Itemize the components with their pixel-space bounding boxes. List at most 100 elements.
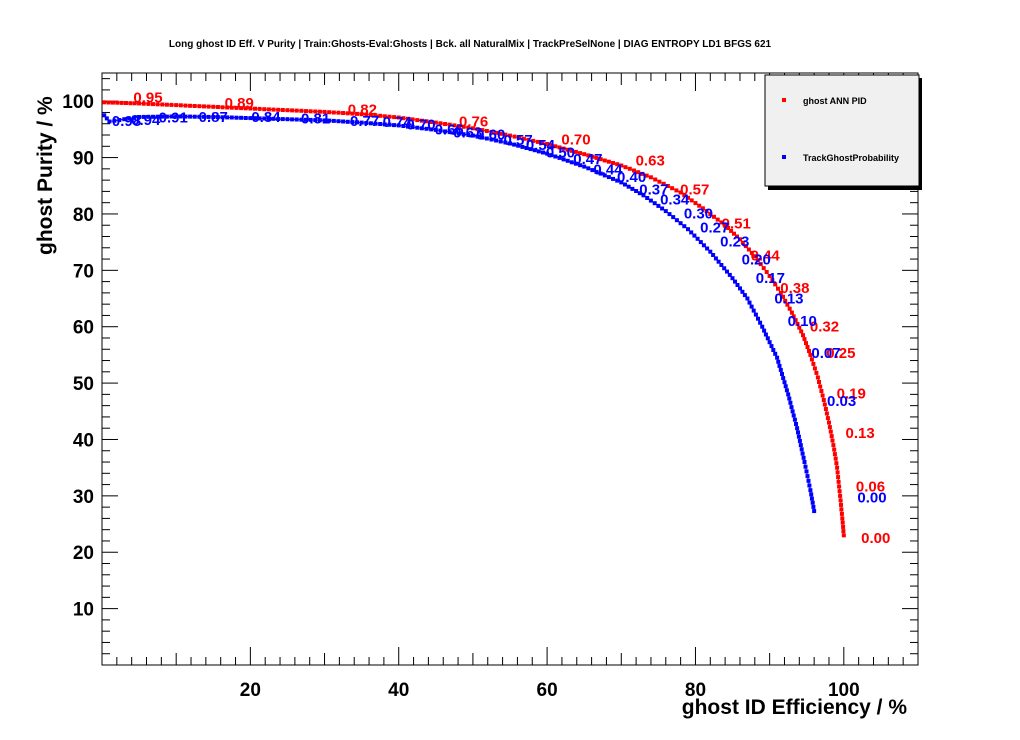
series-marker xyxy=(553,144,558,149)
series-marker xyxy=(763,332,768,337)
series-marker xyxy=(804,341,808,346)
series-marker xyxy=(820,393,825,398)
threshold-label: 0.32 xyxy=(810,319,839,336)
series-marker xyxy=(503,140,508,145)
series-marker xyxy=(285,108,290,113)
series-marker xyxy=(457,131,461,136)
series-marker xyxy=(239,115,244,120)
series-marker xyxy=(799,447,804,452)
series-marker xyxy=(336,110,341,115)
series-marker xyxy=(743,244,748,249)
series-marker xyxy=(266,116,271,121)
threshold-label: 0.34 xyxy=(660,192,690,209)
threshold-label: 0.63 xyxy=(636,152,665,169)
series-marker xyxy=(660,206,665,211)
series-marker xyxy=(132,101,137,106)
series-marker xyxy=(470,133,475,138)
series-marker xyxy=(652,201,657,206)
series-marker xyxy=(756,316,760,321)
series-marker xyxy=(760,324,765,329)
series-marker xyxy=(740,240,745,245)
legend: ghost ANN PID TrackGhostProbability xyxy=(764,74,922,190)
series-marker xyxy=(155,102,160,107)
threshold-label: 0.06 xyxy=(856,479,885,496)
series-marker xyxy=(738,237,742,242)
series-marker xyxy=(545,151,550,156)
series-marker xyxy=(317,118,322,123)
series-marker xyxy=(782,380,787,385)
series-marker xyxy=(248,116,253,121)
series-marker xyxy=(727,272,732,277)
series-marker xyxy=(784,388,789,393)
series-marker xyxy=(137,101,142,106)
threshold-label: 0.37 xyxy=(639,182,668,199)
legend-box xyxy=(764,74,920,187)
series-marker xyxy=(619,180,624,185)
series-marker xyxy=(406,124,410,129)
series-marker xyxy=(489,137,494,142)
series-marker xyxy=(489,129,494,134)
threshold-label: 0.50 xyxy=(546,144,575,161)
series-marker xyxy=(835,465,840,470)
series-marker xyxy=(778,367,783,372)
series-marker xyxy=(382,114,387,119)
series-marker xyxy=(787,396,792,401)
series-marker xyxy=(606,175,611,180)
series-marker xyxy=(164,102,169,107)
series-marker xyxy=(229,115,234,120)
series-marker xyxy=(331,110,336,115)
series-marker xyxy=(447,130,452,135)
series-marker xyxy=(578,163,583,168)
series-marker xyxy=(197,104,202,109)
series-marker xyxy=(294,117,299,122)
series-marker xyxy=(715,217,720,222)
series-marker xyxy=(503,132,508,137)
series-marker xyxy=(373,113,378,118)
series-marker xyxy=(695,236,700,241)
series-marker xyxy=(225,115,230,120)
series-marker xyxy=(373,121,378,126)
threshold-label: 0.54 xyxy=(526,137,556,154)
series-marker xyxy=(322,109,327,114)
series-marker xyxy=(368,113,373,117)
series-marker xyxy=(801,455,806,460)
series-marker xyxy=(796,434,801,439)
series-marker xyxy=(788,400,793,405)
series-marker xyxy=(528,147,533,152)
series-marker xyxy=(747,300,752,305)
series-marker xyxy=(674,188,679,193)
series-marker xyxy=(783,384,788,389)
series-marker xyxy=(793,318,798,323)
series-marker xyxy=(313,109,318,114)
series-marker xyxy=(160,114,165,119)
series-marker xyxy=(641,193,646,198)
threshold-label: 0.00 xyxy=(861,530,890,547)
series-marker xyxy=(781,294,785,299)
series-marker xyxy=(115,100,120,105)
series-marker xyxy=(753,312,758,317)
x-tick-label: 20 xyxy=(240,680,261,701)
series-marker xyxy=(461,132,466,137)
y-axis-label: ghost Purity / % xyxy=(34,96,57,255)
threshold-label: 0.44 xyxy=(593,161,623,178)
series-marker xyxy=(262,107,267,112)
series-marker xyxy=(280,117,285,122)
series-marker xyxy=(797,325,802,330)
series-marker xyxy=(433,120,438,125)
series-marker xyxy=(299,108,304,113)
series-marker xyxy=(443,122,448,126)
series-marker xyxy=(697,203,702,208)
series-marker xyxy=(276,117,281,121)
threshold-label: 0.76 xyxy=(459,113,488,130)
series-marker xyxy=(146,101,151,106)
series-marker xyxy=(220,115,225,120)
series-marker xyxy=(653,177,658,182)
series-marker xyxy=(540,141,545,145)
series-marker xyxy=(678,190,683,195)
series-marker xyxy=(146,114,151,119)
series-marker xyxy=(590,154,595,159)
series-marker xyxy=(777,363,782,368)
series-marker xyxy=(410,117,415,122)
series-marker xyxy=(821,398,826,402)
threshold-label: 0.23 xyxy=(720,233,749,250)
